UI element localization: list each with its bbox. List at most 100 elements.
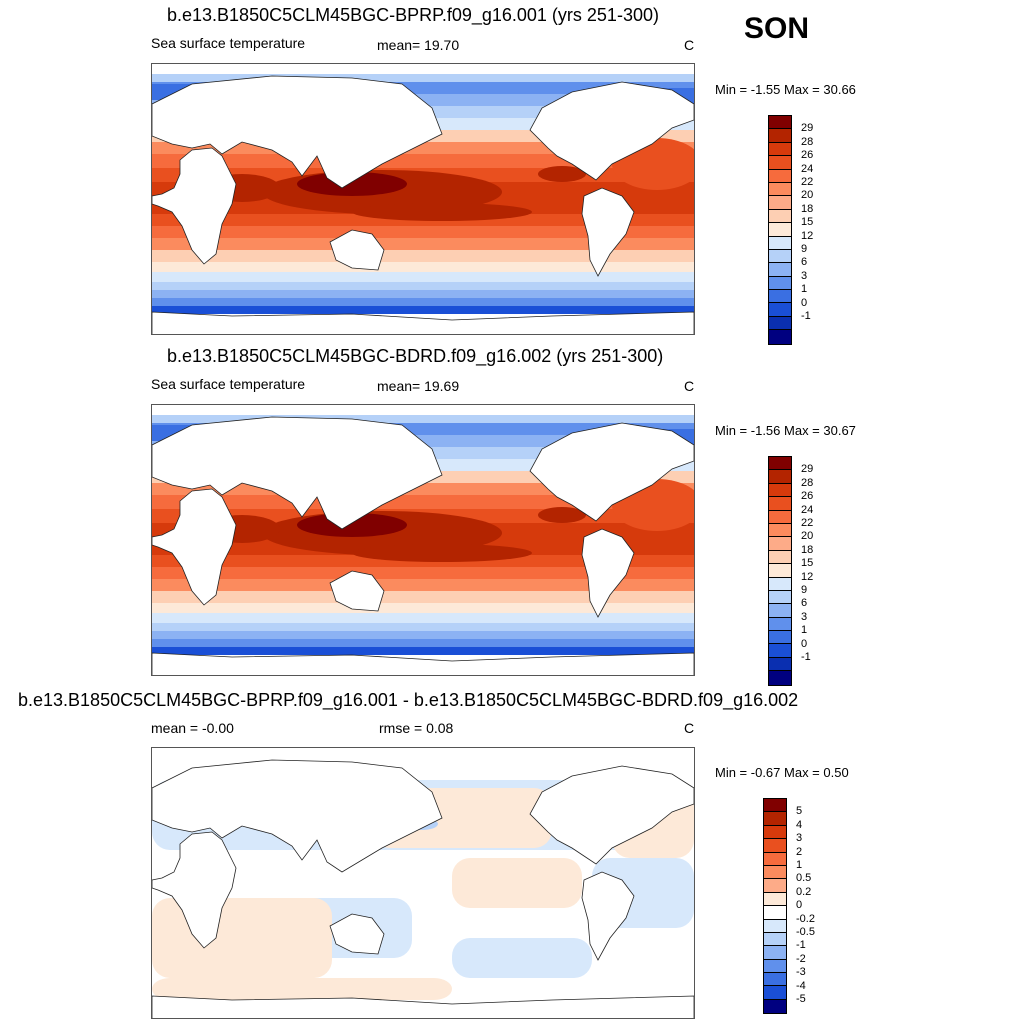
continent-outline — [152, 759, 443, 873]
season-label: SON — [744, 12, 810, 45]
caribbean-warm — [538, 507, 586, 523]
arctic-mask — [152, 405, 694, 415]
continent-outline — [152, 416, 443, 530]
continent-outline — [152, 311, 694, 334]
colorbar-swatch — [764, 906, 786, 920]
colorbar-swatch — [764, 839, 786, 853]
warm-tongue — [352, 544, 532, 562]
colorbar-swatch — [769, 644, 791, 658]
panel-2-mean-label: mean= 19.69 — [377, 378, 460, 394]
sst-band — [152, 579, 694, 591]
colorbar-swatch — [769, 537, 791, 551]
continent-outline — [152, 488, 237, 606]
sst-band — [152, 623, 694, 631]
continent-outline — [152, 147, 237, 265]
panel-1-units-label: C — [684, 37, 695, 53]
colorbar-tick-label: 2 — [796, 845, 803, 858]
colorbar-swatch — [769, 156, 791, 170]
colorbar-tick-label: 28 — [801, 135, 814, 148]
sst-band — [152, 298, 694, 306]
colorbar-tick-label: 0.2 — [796, 885, 812, 898]
continent-outline — [152, 75, 443, 189]
panel-1-mean-label: mean= 19.70 — [377, 37, 460, 53]
colorbar-swatch — [769, 316, 791, 331]
panel-2-units-label: C — [684, 378, 695, 394]
colorbar-tick-label: 15 — [801, 557, 814, 570]
colorbar-tick-label: 29 — [801, 463, 814, 476]
colorbar-tick-label: 26 — [801, 490, 814, 503]
panel-3-colorbar — [763, 798, 787, 1015]
colorbar-swatch — [769, 657, 791, 672]
sst-band — [152, 631, 694, 639]
sst-band — [152, 647, 694, 655]
arctic-mask — [152, 748, 694, 758]
panel-3-minmax-label: Min = -0.67 Max = 0.50 — [715, 765, 849, 780]
colorbar-swatch — [769, 617, 791, 632]
colorbar-tick-label: 29 — [801, 122, 814, 135]
continent-outline — [581, 187, 635, 277]
continent-outline — [529, 422, 694, 522]
colorbar-tick-label: 4 — [796, 818, 803, 831]
panel-1-colorbar — [768, 115, 792, 345]
colorbar-swatch — [769, 276, 791, 291]
colorbar-tick-label: 22 — [801, 176, 814, 188]
colorbar-swatch — [769, 196, 791, 210]
map-canvas — [152, 748, 694, 1018]
colorbar-swatch — [764, 799, 786, 813]
colorbar-swatch — [764, 973, 786, 987]
colorbar-tick-label: 1 — [801, 283, 808, 296]
colorbar-tick-label: 3 — [801, 269, 808, 282]
sst-band — [152, 591, 694, 603]
colorbar-tick-label: -5 — [796, 993, 806, 1005]
colorbar-swatch — [769, 631, 791, 645]
colorbar-tick-label: 1 — [801, 624, 808, 637]
sst-band — [152, 306, 694, 314]
colorbar-swatch — [764, 825, 786, 840]
colorbar-tick-label: -1 — [801, 651, 811, 663]
colorbar-swatch — [769, 142, 791, 157]
sst-band — [152, 226, 694, 238]
colorbar-swatch — [769, 564, 791, 578]
colorbar-tick-label: -1 — [801, 310, 811, 322]
continent-outline — [329, 913, 385, 955]
warm-pool-core — [297, 513, 407, 537]
continent-outline — [581, 528, 635, 618]
sst-band — [152, 238, 694, 250]
sst-band — [152, 250, 694, 262]
colorbar-swatch — [769, 590, 791, 605]
panel-2-variable-label: Sea surface temperature — [151, 376, 306, 392]
colorbar-swatch — [764, 986, 786, 1000]
colorbar-tick-label: 26 — [801, 149, 814, 162]
panel-1-sst-map — [151, 63, 695, 335]
colorbar-swatch — [769, 457, 791, 471]
colorbar-swatch — [769, 550, 791, 565]
colorbar-tick-label: 12 — [801, 229, 814, 242]
colorbar-swatch — [769, 223, 791, 237]
colorbar-swatch — [769, 671, 791, 685]
colorbar-tick-label: 24 — [801, 503, 814, 516]
diff-negative-area — [452, 938, 592, 978]
colorbar-tick-label: 1 — [796, 859, 803, 871]
continent-outline — [581, 871, 635, 961]
colorbar-swatch — [769, 290, 791, 304]
colorbar-swatch — [769, 236, 791, 250]
colorbar-swatch — [769, 249, 791, 264]
colorbar-tick-label: 6 — [801, 597, 808, 610]
panel-3-mean-label: mean = -0.00 — [151, 720, 234, 736]
colorbar-swatch — [769, 209, 791, 224]
colorbar-tick-label: 3 — [801, 610, 808, 623]
colorbar-swatch — [769, 604, 791, 618]
colorbar-tick-label: 12 — [801, 570, 814, 583]
colorbar-swatch — [764, 879, 786, 893]
colorbar-swatch — [764, 946, 786, 960]
continent-outline — [152, 995, 694, 1018]
colorbar-tick-label: -0.2 — [796, 912, 815, 925]
colorbar-swatch — [769, 470, 791, 484]
panel-2-minmax-label: Min = -1.56 Max = 30.67 — [715, 423, 856, 438]
colorbar-tick-label: 0 — [796, 899, 803, 912]
colorbar-tick-label: -0.5 — [796, 926, 815, 938]
colorbar-tick-label: 3 — [796, 832, 803, 845]
panel-3-difference-map — [151, 747, 695, 1019]
sst-band — [152, 282, 694, 290]
continent-outline — [152, 652, 694, 675]
